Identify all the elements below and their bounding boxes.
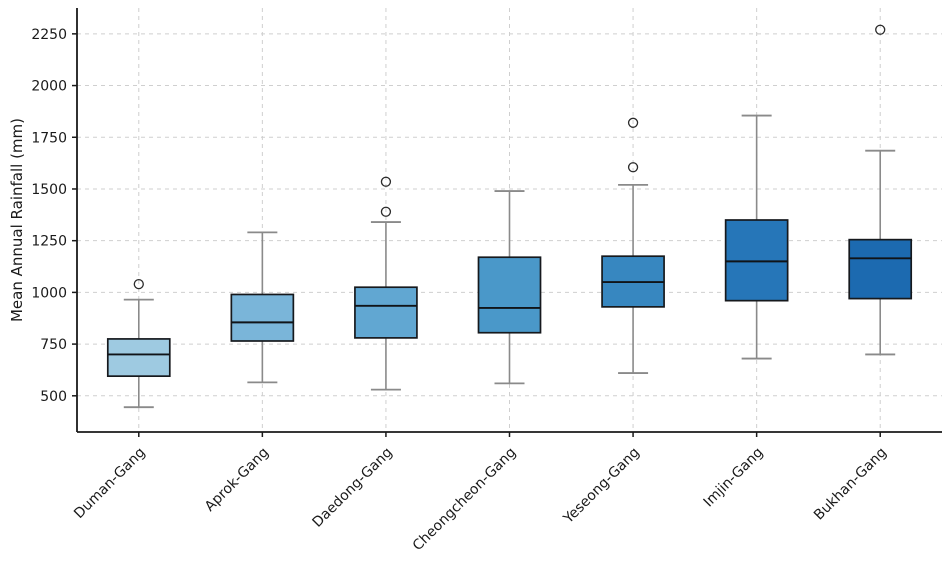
box-iqr (477, 256, 542, 334)
x-category-label: Yeseong-Gang (560, 445, 643, 528)
y-tick-label: 1750 (31, 130, 67, 146)
outlier-point (380, 176, 392, 187)
y-tick-label: 500 (40, 389, 67, 405)
box-iqr (106, 338, 171, 378)
y-tick-label: 2250 (31, 27, 67, 43)
y-tick-label: 1500 (31, 182, 67, 198)
y-tick-label: 750 (40, 337, 67, 353)
y-tick-label: 1250 (31, 234, 67, 250)
box-iqr (230, 293, 295, 342)
y-tick-label: 1000 (31, 285, 67, 301)
outlier-point (627, 162, 639, 173)
outlier-point (627, 117, 639, 128)
x-category-label: Bukhan-Gang (811, 445, 890, 524)
outlier-point (875, 24, 886, 35)
x-category-label: Duman-Gang (71, 445, 148, 522)
x-category-label: Aprok-Gang (202, 445, 272, 515)
outlier-point (133, 278, 144, 290)
y-axis-label: Mean Annual Rainfall (mm) (8, 117, 26, 323)
outlier-point (380, 206, 392, 217)
x-category-label: Daedong-Gang (310, 445, 396, 531)
box-iqr (354, 286, 418, 339)
x-category-label: Imjin-Gang (701, 445, 767, 511)
box-iqr (724, 219, 789, 302)
x-category-label: Cheongcheon-Gang (410, 445, 520, 555)
y-tick-label: 2000 (31, 79, 67, 95)
box-iqr (848, 238, 913, 300)
